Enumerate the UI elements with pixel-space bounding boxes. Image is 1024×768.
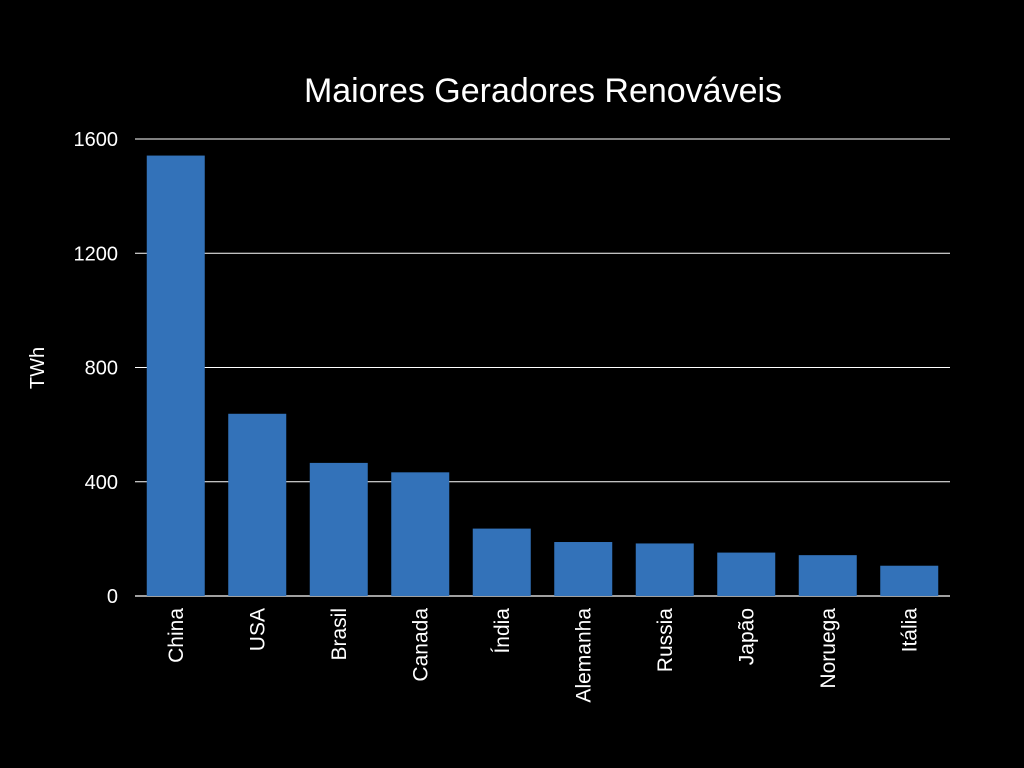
- bar-china: [146, 155, 205, 596]
- bar-russia: [635, 543, 694, 596]
- bar-japão: [717, 552, 776, 596]
- bar-noruega: [798, 555, 857, 596]
- bar-índia: [472, 528, 531, 596]
- y-tick-label: 1600: [74, 129, 119, 151]
- y-tick-label: 0: [107, 586, 118, 608]
- x-tick-label: Canada: [409, 608, 432, 682]
- x-tick-label: China: [165, 608, 188, 663]
- x-tick-label: Japão: [735, 608, 758, 665]
- x-tick-label: Noruega: [817, 608, 840, 689]
- x-tick-label: Russia: [654, 608, 677, 673]
- y-axis-ticks: 0 400 800 1200 1600: [74, 129, 119, 608]
- bar-brasil: [309, 462, 368, 596]
- x-tick-label: Alemanha: [572, 608, 595, 703]
- y-tick-label: 800: [85, 358, 118, 380]
- x-tick-label: Brasil: [328, 608, 351, 661]
- bar-itália: [880, 565, 939, 596]
- x-tick-label: Índia: [491, 608, 514, 654]
- bar-alemanha: [554, 542, 613, 596]
- y-tick-label: 400: [85, 472, 118, 494]
- x-axis-ticks: China USA Brasil Canada Índia Alemanha Russia J…: [165, 608, 922, 703]
- bar-canada: [391, 472, 450, 596]
- x-tick-label: USA: [246, 608, 269, 651]
- bar-usa: [228, 413, 287, 596]
- bars: [146, 155, 939, 596]
- chart-title: Maiores Geradores Renováveis: [304, 72, 782, 110]
- y-axis-label: TWh: [27, 347, 49, 389]
- x-tick-label: Itália: [898, 608, 921, 653]
- y-tick-label: 1200: [74, 243, 119, 265]
